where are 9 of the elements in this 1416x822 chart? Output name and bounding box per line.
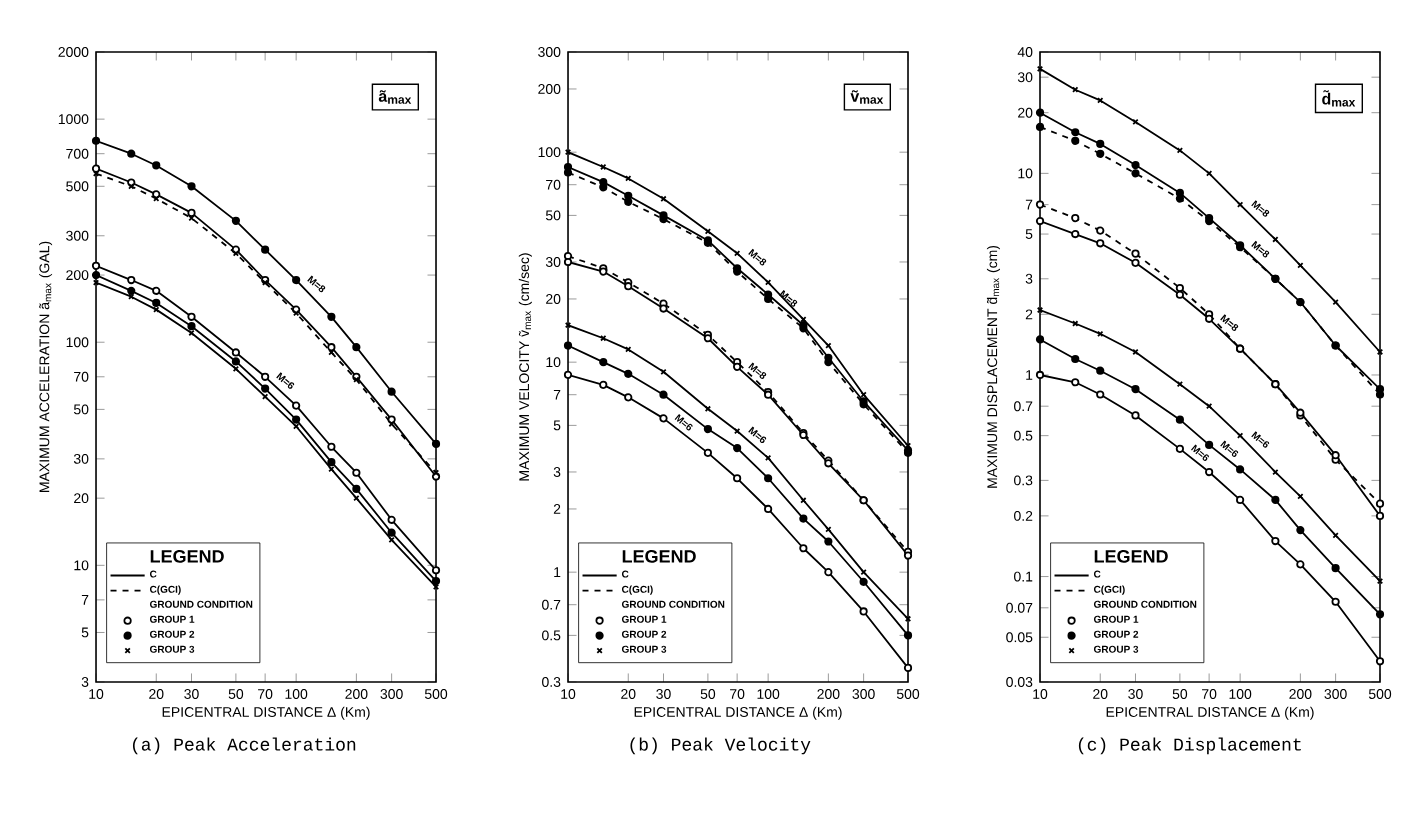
text: (c) Peak Displacement [1078, 737, 1301, 755]
text: (a) Peak Acceleration [132, 737, 356, 755]
legend-title: LEGEND [150, 549, 224, 563]
legend-title: LEGEND [1094, 549, 1168, 563]
legend-title: LEGEND [622, 549, 696, 563]
text: ã$_{max}$ [378, 90, 412, 104]
text: (b) Peak Velocity [630, 737, 811, 755]
text: d̃$_{max}$ [1322, 90, 1356, 107]
text: ṽ$_{max}$ [850, 90, 884, 104]
